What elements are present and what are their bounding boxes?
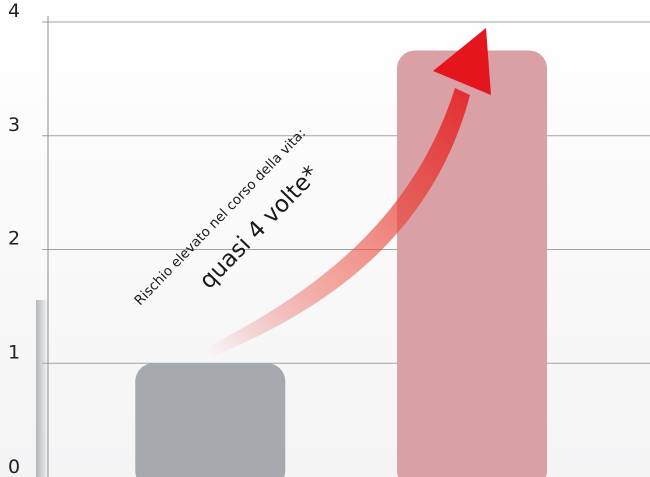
trend-arrow <box>198 28 491 356</box>
y-tick-label-1: 1 <box>8 341 20 363</box>
y-tick-label-4: 4 <box>8 0 20 22</box>
y-tick-label-3: 3 <box>8 114 20 136</box>
y-tick-label-2: 2 <box>8 228 20 250</box>
gridlines <box>42 21 650 364</box>
bar-0 <box>135 363 286 477</box>
arrow-head <box>433 28 491 95</box>
y-tick-labels: 0 1 2 3 4 <box>8 0 20 477</box>
bar-1 <box>397 50 548 477</box>
y-tick-label-0: 0 <box>8 456 20 477</box>
left-edge-shadow <box>36 300 48 477</box>
